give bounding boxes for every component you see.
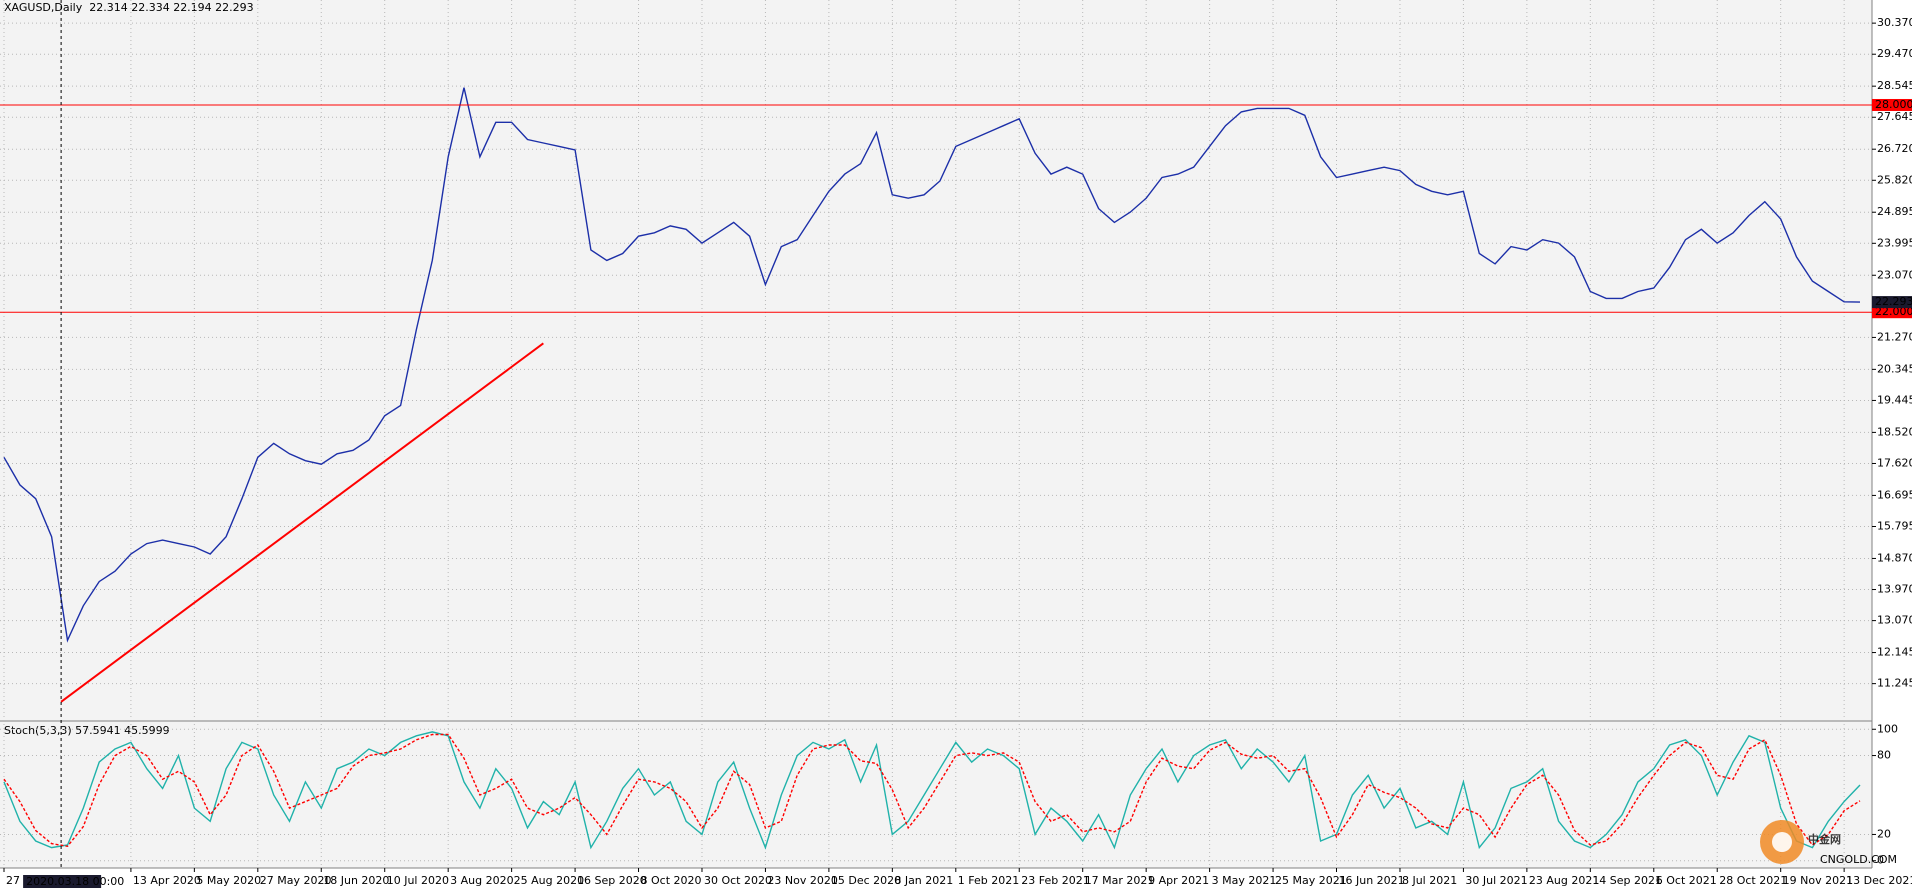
x-tick-label: 15 Dec 2020 [831,874,901,887]
y-tick-label: 21.270 [1877,330,1912,343]
y-tick-label: 30.370 [1877,16,1912,29]
level-label-box [1872,306,1912,319]
x-tick-label: 3 Aug 2020 [450,874,513,887]
x-tick-label: 18 Jun 2020 [323,874,389,887]
y-tick-label: 0 [1877,854,1884,867]
x-tick-label: 9 Apr 2021 [1148,874,1209,887]
y-tick-label: 26.720 [1877,142,1912,155]
y-tick-label: 11.245 [1877,677,1912,690]
x-tick-label: 13 Apr 2020 [133,874,201,887]
x-tick-label: 13 Dec 2021 [1846,874,1912,887]
crosshair-label-box [23,875,102,888]
y-tick-label: 12.145 [1877,646,1912,659]
y-tick-label: 23.995 [1877,236,1912,249]
x-tick-label: 23 Feb 2021 [1021,874,1089,887]
x-tick-label: 14 Sep 2021 [1592,874,1662,887]
y-tick-label: 23.070 [1877,268,1912,281]
trend-line [60,342,544,703]
x-tick-label: 30 Oct 2020 [704,874,772,887]
indicator-title: Stoch(5,3,3) 57.5941 45.5999 [4,724,170,737]
y-tick-label: 24.895 [1877,205,1912,218]
x-tick-label: 5 May 2020 [196,874,261,887]
x-tick-label: 16 Sep 2020 [577,874,647,887]
x-tick-label: 23 Nov 2020 [767,874,837,887]
x-tick-label: 25 May 2021 [1275,874,1347,887]
level-label: 22.000 [1875,305,1912,318]
x-tick-label: 8 Jul 2021 [1402,874,1457,887]
y-tick-label: 15.795 [1877,519,1912,532]
x-tick-label: 1 Feb 2021 [958,874,1019,887]
watermark-icon [1772,832,1792,852]
x-tick-label: 17 Mar 2021 [1085,874,1155,887]
y-tick-label: 27.645 [1877,110,1912,123]
y-tick-label: 13.970 [1877,583,1912,596]
series-line [3,731,1861,850]
y-tick-label: 20 [1877,827,1891,840]
plot-background [0,0,1872,868]
last-price-box [1872,296,1912,309]
x-tick-label: 25 Aug 2020 [514,874,584,887]
crosshair-label: 2020.03.18 00:00 [26,875,124,888]
x-tick-label: 3 May 2021 [1212,874,1277,887]
y-tick-label: 13.070 [1877,614,1912,627]
y-tick-label: 18.520 [1877,425,1912,438]
x-tick-label: 10 Jul 2020 [387,874,449,887]
y-tick-label: 100 [1877,722,1898,735]
x-tick-label: 6 Oct 2021 [1656,874,1717,887]
y-tick-label: 17.620 [1877,456,1912,469]
watermark-site: CNGOLD.COM [1820,853,1897,866]
series-line [3,87,1861,643]
y-tick-label: 25.820 [1877,173,1912,186]
x-tick-label: 30 Jul 2021 [1465,874,1527,887]
x-tick-label: 23 Aug 2021 [1529,874,1599,887]
x-tick-label: 16 Jun 2021 [1339,874,1405,887]
x-tick-label: 27 May 2020 [260,874,332,887]
level-label-box [1872,98,1912,111]
level-label: 28.000 [1875,98,1912,111]
x-tick-label: 8 Oct 2020 [641,874,702,887]
y-tick-label: 19.445 [1877,393,1912,406]
watermark-logo: 中金网 [1808,832,1841,846]
y-tick-label: 14.870 [1877,551,1912,564]
chart-title: XAGUSD,Daily 22.314 22.334 22.194 22.293 [4,1,254,14]
series-line [3,733,1861,848]
y-tick-label: 80 [1877,749,1891,762]
last-price-label: 22.293 [1875,295,1912,308]
y-tick-label: 20.345 [1877,362,1912,375]
y-tick-label: 16.695 [1877,488,1912,501]
axis-background [1872,0,1912,893]
x-tick-label: 19 Nov 2021 [1783,874,1853,887]
y-tick-label: 29.470 [1877,47,1912,60]
x-tick-label: 28 Oct 2021 [1719,874,1787,887]
x-tick-label: 8 Jan 2021 [894,874,953,887]
y-tick-label: 28.545 [1877,79,1912,92]
